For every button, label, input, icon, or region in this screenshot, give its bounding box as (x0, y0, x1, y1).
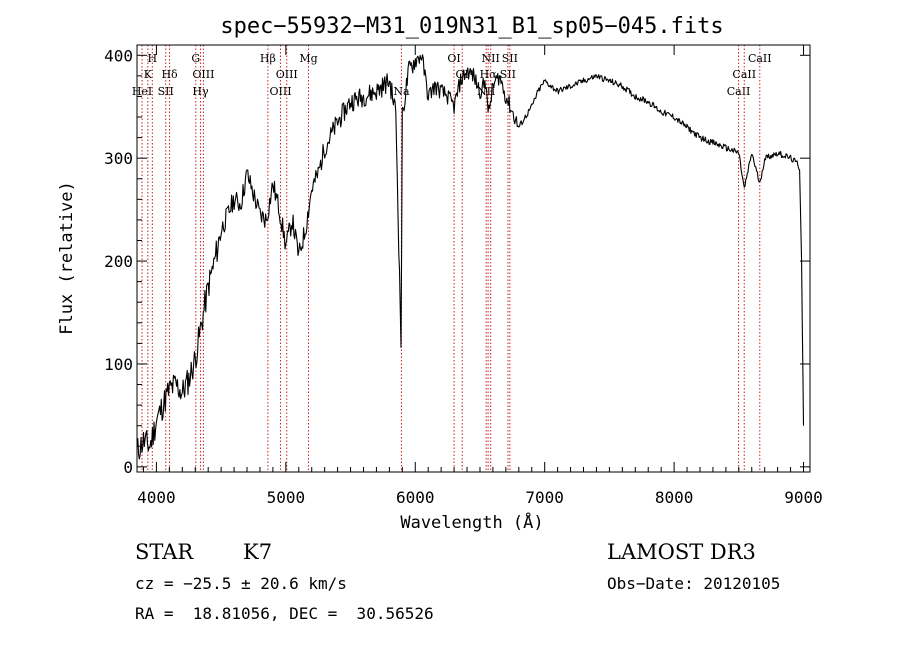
line-label-22: CaII (748, 52, 772, 65)
x-tick-label-5: 9000 (784, 488, 823, 507)
y-tick-label-4: 400 (104, 46, 133, 65)
line-label-14: OI (456, 68, 469, 81)
plot-frame (136, 44, 811, 473)
x-tick-label-1: 5000 (267, 488, 306, 507)
line-label-10: OIII (276, 68, 298, 81)
y-tick-label-2: 200 (104, 252, 133, 271)
y-axis-label: Flux (relative) (57, 181, 77, 335)
y-tick-label-1: 100 (104, 355, 133, 374)
line-label-13: OI (447, 52, 460, 65)
survey-name: LAMOST DR3 (607, 540, 756, 564)
line-label-20: CaII (727, 85, 751, 98)
line-label-21: CaII (732, 68, 756, 81)
line-label-12: Na (393, 85, 410, 98)
line-label-0: K (144, 68, 153, 81)
sky-coordinates: RA = 18.81056, DEC = 30.56526 (135, 604, 434, 623)
x-tick-label-4: 8000 (655, 488, 694, 507)
x-tick-label-2: 6000 (396, 488, 435, 507)
line-label-17: NII (482, 52, 500, 65)
line-label-4: Hδ (161, 68, 178, 81)
y-tick-label-3: 300 (104, 149, 133, 168)
line-label-9: OIII (269, 85, 291, 98)
object-subclass: K7 (243, 540, 273, 564)
line-label-18: SII (500, 68, 516, 81)
spectrum-line (136, 54, 805, 460)
observation-date: Obs−Date: 20120105 (607, 574, 781, 593)
chart-title: spec−55932−M31_019N31_B1_sp05−045.fits (220, 14, 723, 39)
line-label-2: HeI (132, 85, 152, 98)
line-label-1: H (148, 52, 158, 65)
line-label-16: Hα (480, 68, 498, 81)
x-tick-label-0: 4000 (137, 488, 176, 507)
line-label-19: SII (502, 52, 518, 65)
line-label-6: Hγ (192, 85, 209, 98)
line-label-8: Hβ (260, 52, 276, 65)
y-axis-ticks: 0 100 200 300 400 (104, 46, 810, 477)
x-tick-label-3: 7000 (525, 488, 564, 507)
y-tick-label-0: 0 (123, 458, 133, 477)
x-axis-ticks: 4000 5000 6000 7000 8000 9000 (137, 45, 823, 507)
object-class: STAR (135, 540, 194, 564)
redshift-velocity: cz = −25.5 ± 20.6 km/s (135, 574, 347, 593)
x-axis-label: Wavelength (Å) (400, 511, 543, 533)
line-label-11: Mg (299, 52, 317, 65)
spectrum-chart: spec−55932−M31_019N31_B1_sp05−045.fits K… (57, 14, 823, 533)
line-label-3: SII (158, 85, 174, 98)
line-label-5: G (191, 52, 200, 65)
line-label-7: OIII (192, 68, 214, 81)
